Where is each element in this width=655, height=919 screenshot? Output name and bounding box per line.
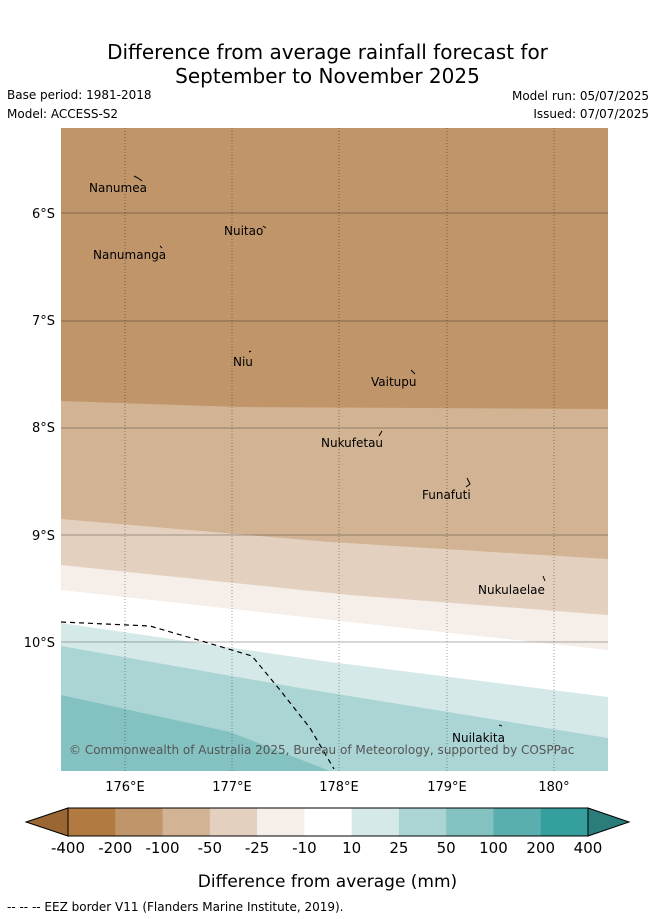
colorbar-tick-label: -25 — [245, 839, 270, 857]
lon-label: 180° — [538, 780, 569, 795]
island-nanumanga — [159, 245, 163, 249]
label-nuitao: Nuitao — [224, 224, 263, 238]
label-nukufetau: Nukufetau — [321, 436, 383, 450]
rainfall-map: Nanumea Nuitao Nanumanga Niu Vaitupu Nuk… — [24, 128, 631, 857]
colorbar-over-arrow — [587, 807, 631, 837]
eez-legend: -- -- -- EEZ border V11 (Flanders Marine… — [7, 900, 344, 914]
label-vaitupu: Vaitupu — [371, 375, 417, 389]
map-area: Nanumea Nuitao Nanumanga Niu Vaitupu Nuk… — [61, 128, 608, 771]
lat-label: 6°S — [32, 207, 55, 222]
island-nuitao — [262, 225, 267, 229]
latitude-labels: 6°S 7°S 8°S 9°S 10°S — [24, 207, 55, 651]
label-niu: Niu — [233, 355, 253, 369]
colorbar-segment — [68, 808, 116, 836]
colorbar-under-arrow — [24, 807, 69, 837]
colorbar-segment — [351, 808, 400, 836]
colorbar-segment — [540, 808, 589, 836]
colorbar-tick-label: 50 — [437, 839, 456, 857]
island-outlines — [133, 175, 546, 727]
lon-label: 179°E — [427, 780, 467, 795]
label-funafuti: Funafuti — [422, 488, 471, 502]
colorbar-outline — [67, 807, 589, 837]
colorbar-tick-label: 25 — [389, 839, 408, 857]
colorbar-tick-label: -100 — [146, 839, 180, 857]
gridlines — [61, 212, 608, 643]
island-nukulaelae — [542, 575, 546, 582]
island-vaitupu — [410, 369, 416, 375]
lat-label: 10°S — [24, 636, 55, 651]
model-run: Model run: 05/07/2025 — [511, 89, 649, 103]
colorbar-tick-label: -200 — [98, 839, 132, 857]
lat-label: 8°S — [32, 421, 55, 436]
colorbar-ticks: -400 -200 -100 -50 -25 -10 10 25 50 100 200 400 — [51, 839, 602, 857]
colorbar-segment — [209, 808, 258, 836]
island-funafuti — [465, 477, 471, 488]
colorbar-tick-label: -10 — [292, 839, 317, 857]
island-nuilakita — [498, 724, 503, 727]
island-nanumea — [133, 175, 143, 182]
colorbar-tick-label: 10 — [342, 839, 361, 857]
colorbar-tick-label: -400 — [51, 839, 85, 857]
colorbar — [24, 807, 631, 837]
colorbar-segment — [398, 808, 447, 836]
label-nuilakita: Nuilakita — [452, 731, 505, 745]
base-period: Base period: 1981-2018 — [7, 88, 152, 102]
colorbar-segment — [493, 808, 542, 836]
lon-label: 178°E — [319, 780, 359, 795]
colorbar-tick-label: 400 — [574, 839, 603, 857]
island-niu — [248, 350, 252, 353]
title-line-2: September to November 2025 — [175, 64, 480, 88]
lat-label: 7°S — [32, 314, 55, 329]
lat-label: 9°S — [32, 529, 55, 544]
island-nukufetau — [378, 430, 383, 437]
colorbar-tick-label: 100 — [479, 839, 508, 857]
band-50-100 — [61, 695, 330, 771]
label-nanumea: Nanumea — [89, 181, 147, 195]
longitude-labels: 176°E 177°E 178°E 179°E 180° — [105, 780, 569, 795]
place-labels: Nanumea Nuitao Nanumanga Niu Vaitupu Nuk… — [89, 181, 545, 745]
copyright-notice: © Commonwealth of Australia 2025, Bureau… — [69, 743, 574, 757]
lon-label: 177°E — [212, 780, 252, 795]
colorbar-segment — [304, 808, 353, 836]
label-nanumanga: Nanumanga — [93, 248, 166, 262]
title-line-1: Difference from average rainfall forecas… — [107, 40, 548, 64]
chart-title: Difference from average rainfall forecas… — [0, 40, 655, 88]
issued-date: Issued: 07/07/2025 — [533, 107, 649, 121]
colorbar-segment — [162, 808, 211, 836]
colorbar-segment — [115, 808, 164, 836]
lon-label: 176°E — [105, 780, 145, 795]
meridians — [124, 128, 555, 771]
colorbar-segment — [446, 808, 494, 836]
colorbar-label: Difference from average (mm) — [197, 872, 458, 892]
label-nukulaelae: Nukulaelae — [478, 583, 545, 597]
colorbar-segment — [257, 808, 305, 836]
colorbar-tick-label: 200 — [526, 839, 555, 857]
model-name: Model: ACCESS-S2 — [7, 107, 119, 121]
colorbar-tick-label: -50 — [198, 839, 223, 857]
